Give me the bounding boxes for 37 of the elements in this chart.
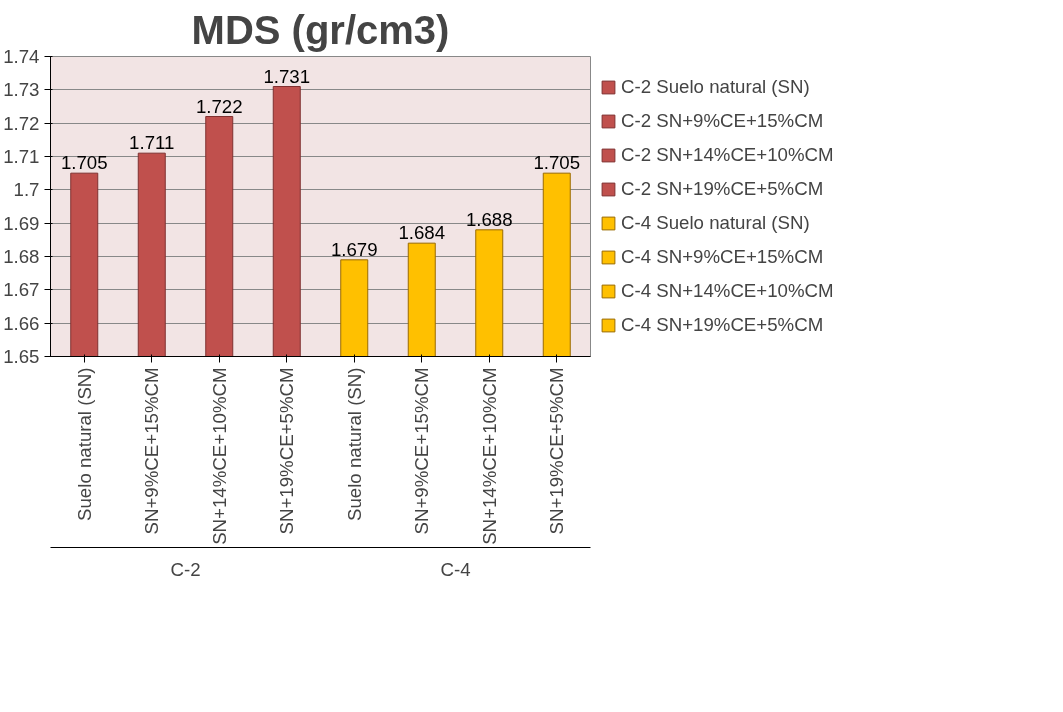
x-tick-label: Suelo natural (SN) [73,367,95,521]
x-tick-label: Suelo natural (SN) [343,367,365,521]
y-tick-label: 1.65 [3,346,40,367]
data-label: 1.679 [330,238,378,260]
legend-label: C-4 SN+9%CE+15%CM [621,246,824,268]
text: C-2 [170,558,201,580]
x-tick-label: SN+19%CE+5%CM [276,367,298,535]
data-label: 1.722 [195,95,243,117]
y-tick-label: 1.71 [3,146,40,167]
legend-label: C-4 Suelo natural (SN) [621,212,810,234]
y-tick-label: 1.7 [13,179,40,201]
data-label: 1.731 [263,65,311,87]
y-tick-label: 1.67 [3,279,40,301]
x-tick-label: SN+14%CE+10%CM [478,367,500,545]
text: C-4 [440,558,471,580]
data-label: 1.711 [129,132,175,154]
y-tick-label: 1.73 [3,79,40,101]
x-tick-label: SN+14%CE+10%CM [208,367,230,545]
legend-label: C-2 SN+19%CE+5%CM [621,178,824,200]
y-tick-label: 1.66 [3,312,40,334]
data-label: 1.705 [533,152,581,174]
legend-label: C-2 SN+9%CE+15%CM [621,110,824,132]
y-tick-label: 1.69 [3,212,40,234]
legend-label: C-2 Suelo natural (SN) [621,76,810,98]
x-tick-label: SN+19%CE+5%CM [546,367,568,535]
legend-label: C-4 SN+19%CE+5%CM [621,314,824,336]
chart-title: MDS (gr/cm3) [191,7,450,52]
x-tick-label: SN+9%CE+15%CM [141,367,163,535]
y-tick-label: 1.74 [3,46,40,67]
data-label: 1.688 [465,208,513,230]
data-label: 1.684 [398,222,446,244]
legend-label: C-4 SN+14%CE+10%CM [621,280,834,302]
y-tick-label: 1.68 [3,246,40,267]
y-tick-label: 1.72 [3,112,40,134]
data-label: 1.705 [60,152,108,174]
legend-label: C-2 SN+14%CE+10%CM [621,144,834,166]
x-tick-label: SN+9%CE+15%CM [411,367,433,535]
